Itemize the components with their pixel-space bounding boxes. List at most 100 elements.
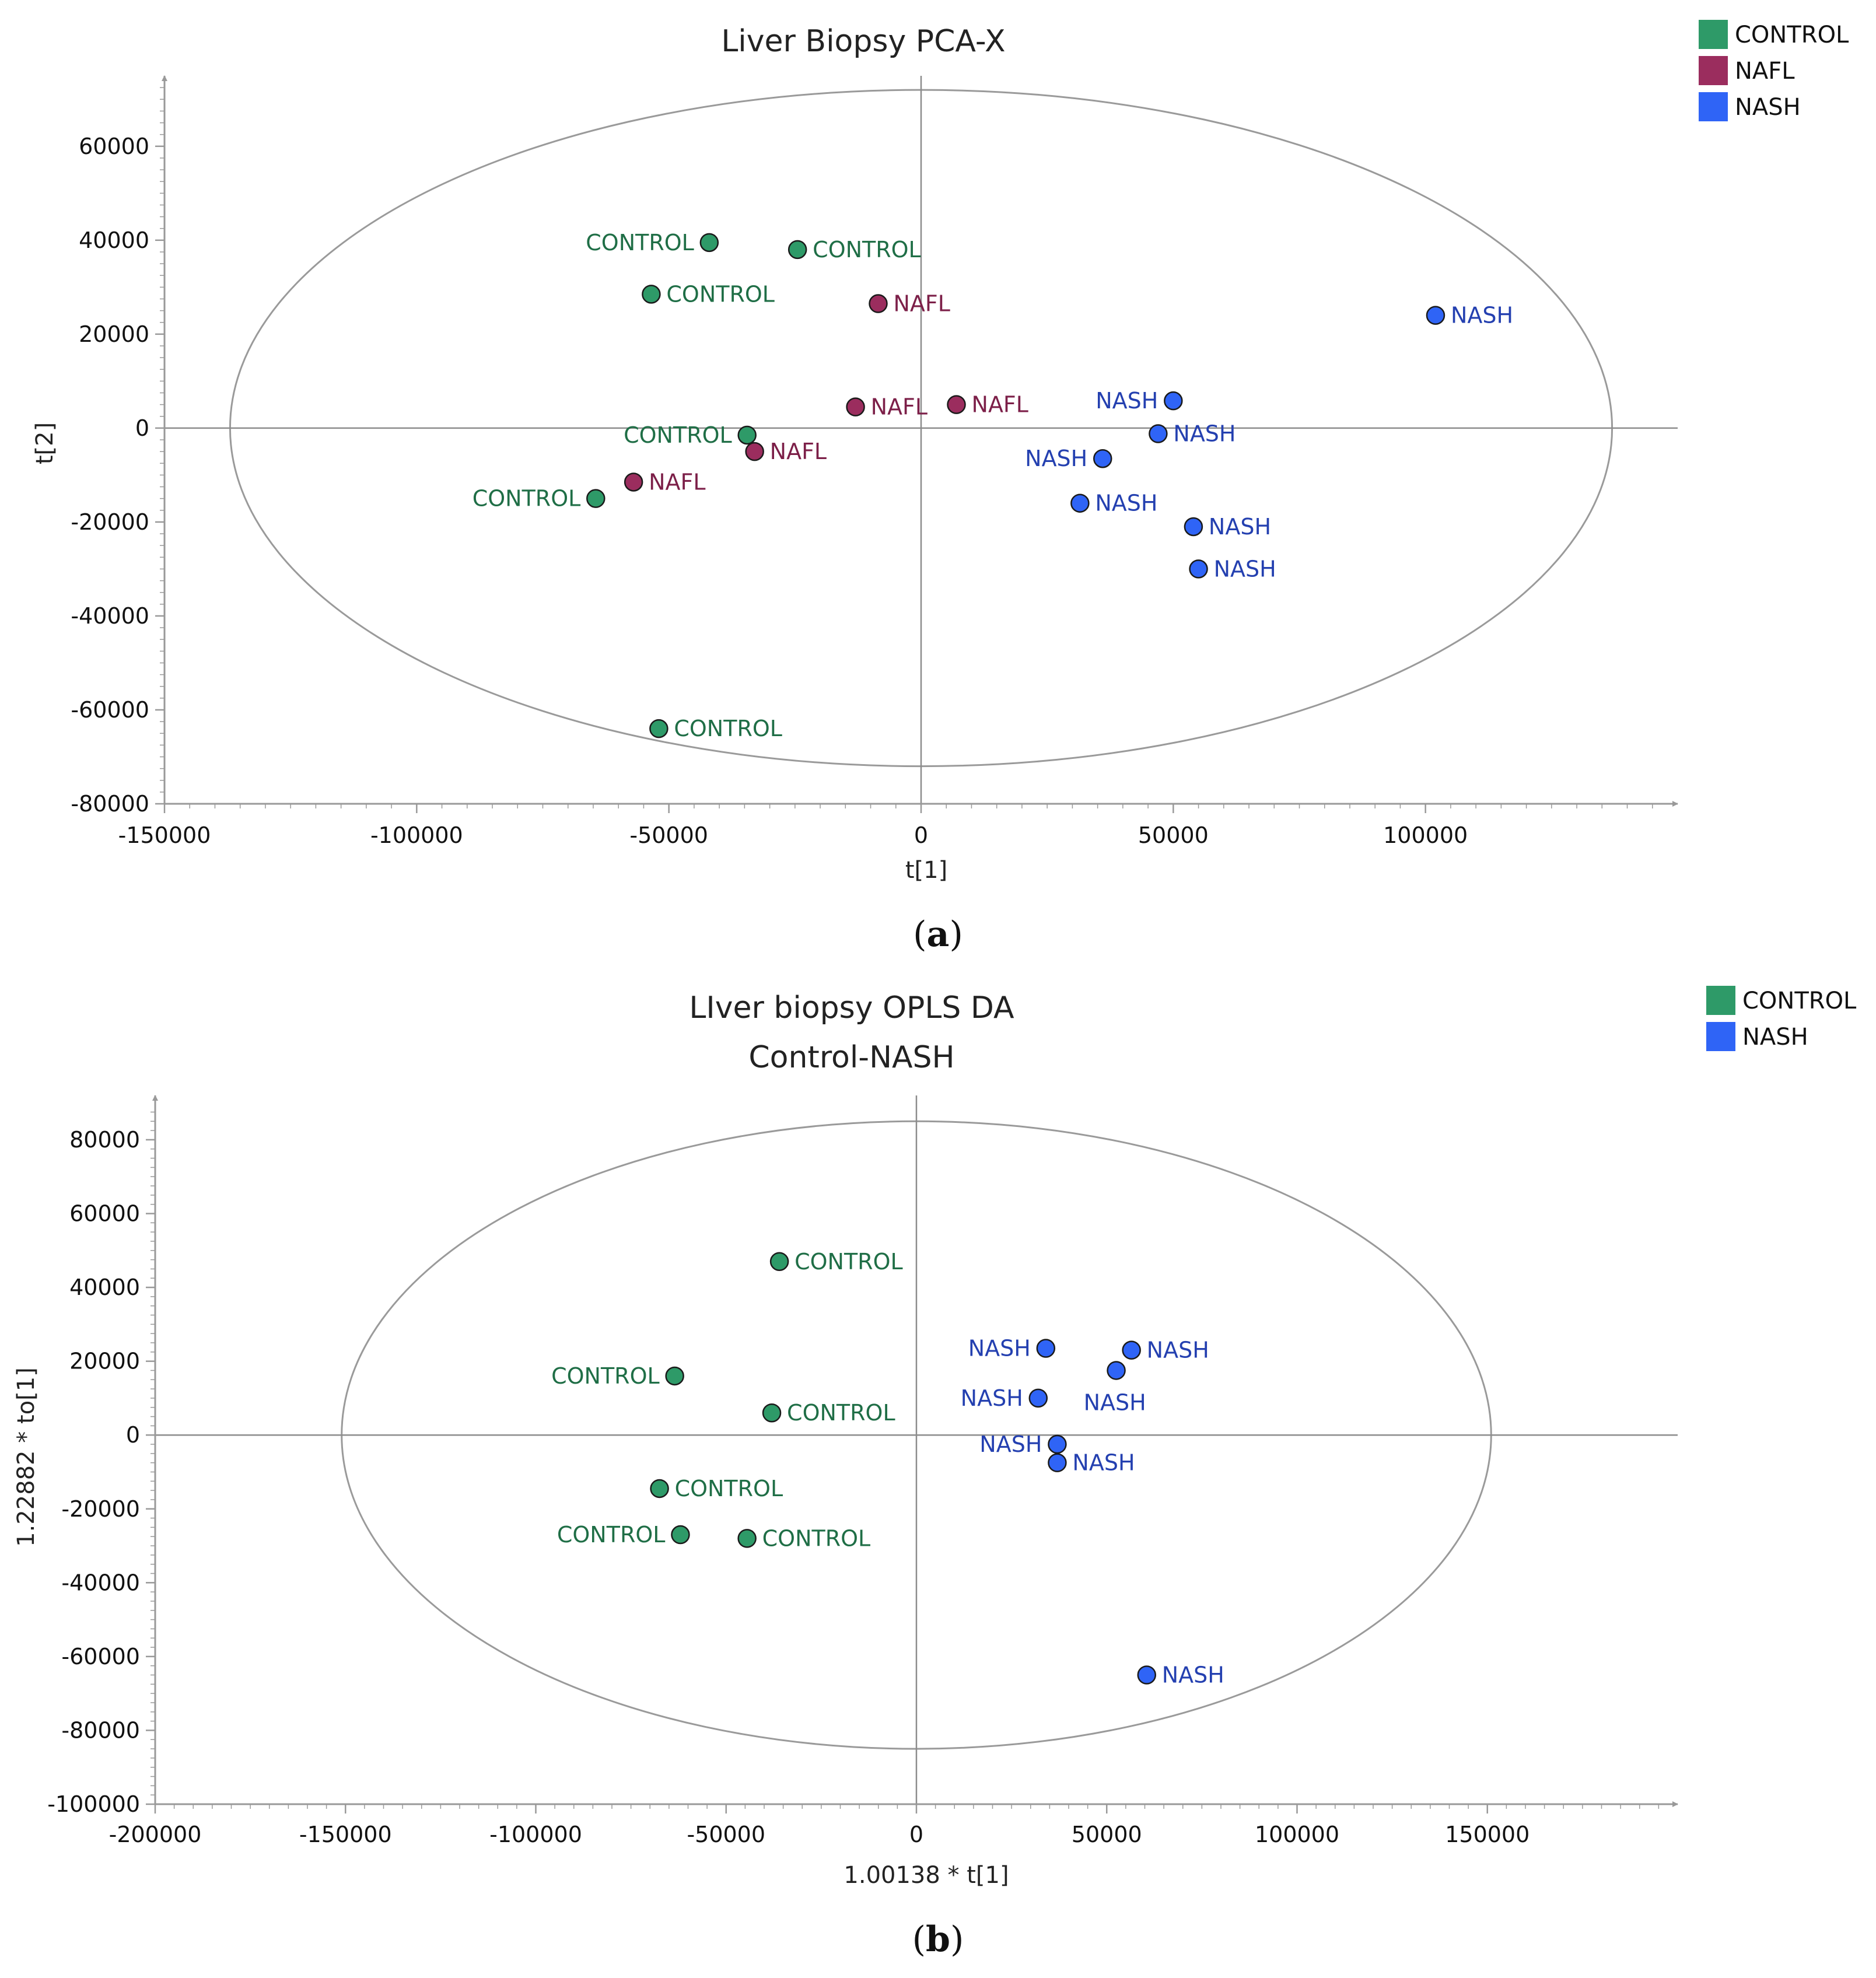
panel-b-point-nash (1137, 1665, 1157, 1685)
panel-b-point-label-control: CONTROL (787, 1400, 895, 1426)
panel-b-y-axis-title: 1.22882 * to[1] (13, 1367, 40, 1547)
panel-b-point-nash (1036, 1339, 1056, 1358)
panel-b-point-control (665, 1366, 684, 1386)
panel-b-point-control (762, 1403, 782, 1423)
panel-a-point-label-nafl: NAFL (770, 439, 827, 464)
panel-a-point-label-nash: NASH (1096, 388, 1158, 414)
panel-a-y-tick-label: -20000 (71, 509, 149, 535)
panel-a-point-label-nash: NASH (1095, 491, 1157, 516)
panel-a-point-nash (1189, 559, 1208, 579)
panel-b-point-label-nash: NASH (1162, 1662, 1224, 1688)
panel-a-legend-swatch (1699, 20, 1728, 49)
panel-b-point-nash (1122, 1340, 1141, 1360)
panel-b-x-tick-label: 100000 (1255, 1822, 1339, 1847)
panel-b-y-tick-label: -20000 (61, 1496, 140, 1522)
panel-a-y-tick-label: 20000 (79, 321, 149, 347)
panel-a-legend-swatch (1699, 92, 1728, 121)
panel-a-point-control (586, 489, 606, 508)
panel-b-legend-swatch (1706, 1022, 1735, 1051)
panel-a-x-axis-title: t[1] (905, 857, 947, 884)
panel-b-y-tick-label: -60000 (61, 1644, 140, 1669)
panel-b-point-label-nash: NASH (1147, 1338, 1209, 1363)
panel-b-point-label-control: CONTROL (794, 1249, 903, 1275)
panel-a-point-control (737, 425, 757, 445)
panel-a-y-tick-label: -40000 (71, 603, 149, 629)
panel-a-point-label-nafl: NAFL (871, 394, 928, 420)
panel-a-point-label-nash: NASH (1173, 421, 1236, 447)
panel-b-point-label-nash: NASH (968, 1335, 1031, 1361)
panel-b-x-tick-label: -100000 (489, 1822, 582, 1847)
panel-a-point-label-control: CONTROL (473, 486, 581, 512)
panel-a-y-tick-label: 60000 (79, 134, 149, 159)
panel-b-point-label-nash: NASH (1084, 1389, 1146, 1415)
panel-b-y-tick-label: 40000 (69, 1275, 140, 1300)
panel-a-point-control (699, 233, 719, 253)
panel-a-y-tick-label: -60000 (71, 697, 149, 723)
panel-b-legend-label: CONTROL (1742, 988, 1857, 1014)
panel-b-x-tick-label: -150000 (299, 1822, 392, 1847)
panel-a-point-label-nash: NASH (1451, 303, 1513, 328)
panel-b-x-axis-title: 1.00138 * t[1] (844, 1862, 1009, 1889)
panel-a-point-control (649, 719, 668, 738)
panel-a-plot: -150000 -100000 -50000 0 50000 100000 -80000 -6… (71, 75, 1678, 848)
panel-a-point-label-control: CONTROL (586, 230, 694, 255)
panel-b-point-label-control: CONTROL (675, 1476, 783, 1501)
panel-b-plot: -200000 -150000 -100000 -50000 0 50000 100000 1… (47, 1095, 1678, 1847)
panel-a-legend-label: CONTROL (1735, 22, 1849, 48)
panel-a-point-label-nash: NASH (1209, 514, 1271, 540)
panel-b-point-label-control: CONTROL (551, 1363, 660, 1389)
panel-b-y-tick-label: -100000 (47, 1791, 140, 1817)
panel-b-y-tick-label: 20000 (69, 1349, 140, 1374)
panel-a-point-label-control: CONTROL (666, 281, 775, 307)
panel-a-point-label-nafl: NAFL (649, 469, 705, 495)
panel-a-x-tick-label: 100000 (1383, 822, 1468, 848)
panel-a-y-tick-label: 40000 (79, 227, 149, 253)
panel-b-legend-swatch (1706, 986, 1735, 1015)
panel-a-point-label-nafl: NAFL (972, 392, 1028, 418)
panel-a-point-nafl (624, 472, 643, 492)
panel-b-point-label-control: CONTROL (762, 1525, 871, 1551)
panel-b-point-label-control: CONTROL (557, 1522, 666, 1548)
panel-b-point-nash (1107, 1361, 1126, 1380)
panel-b-x-tick-label: -50000 (687, 1822, 765, 1847)
panel-a-caption: (a) (913, 914, 963, 955)
panel-a-chart: Liver Biopsy PCA-X CONTROL NAFL NASH -1500… (32, 20, 1849, 955)
panel-b-point-label-nash: NASH (1072, 1450, 1135, 1476)
panel-a-point-nafl (745, 442, 764, 461)
panel-b-point-nash (1028, 1388, 1048, 1408)
panel-a-y-axis-title: t[2] (32, 422, 58, 464)
panel-a-point-control (788, 240, 807, 260)
panel-b-chart: LIver biopsy OPLS DA Control-NASH CONTROL… (13, 986, 1857, 1960)
panel-b-x-tick-label: 0 (909, 1822, 923, 1847)
panel-a-y-tick-label: 0 (135, 415, 149, 441)
panel-b-y-tick-label: 0 (126, 1422, 140, 1448)
panel-a-point-label-nafl: NAFL (894, 291, 950, 317)
panel-b-point-nash (1048, 1434, 1067, 1454)
panel-b-point-label-nash: NASH (979, 1431, 1042, 1457)
panel-a-point-nash (1426, 306, 1446, 325)
panel-b-point-control (769, 1252, 789, 1272)
panel-b-title-line: LIver biopsy OPLS DA (689, 990, 1014, 1025)
panel-b-legend: CONTROL NASH (1706, 986, 1857, 1051)
panel-b-legend-label: NASH (1742, 1024, 1808, 1051)
panel-a-point-nafl (846, 397, 865, 416)
panel-a-legend-label: NASH (1735, 94, 1801, 121)
panel-b-y-tick-label: -80000 (61, 1717, 140, 1743)
panel-a-title: Liver Biopsy PCA-X (721, 24, 1005, 59)
panel-b-y-tick-label: 80000 (69, 1127, 140, 1153)
panel-a-point-nash (1164, 391, 1183, 411)
panel-b-title: LIver biopsy OPLS DA Control-NASH (689, 990, 1014, 1075)
panel-a-point-label-control: CONTROL (624, 422, 732, 448)
panel-a-point-nafl (869, 294, 888, 313)
panel-a-title-line: Liver Biopsy PCA-X (721, 24, 1005, 59)
panel-a-point-nafl (947, 395, 966, 414)
panel-a-x-tick-label: -50000 (629, 822, 708, 848)
panel-b-y-tick-label: 60000 (69, 1201, 140, 1227)
panel-b-x-tick-label: 50000 (1072, 1822, 1142, 1847)
panel-b-caption: (b) (912, 1919, 964, 1960)
panel-a-point-nash (1184, 517, 1203, 537)
panel-b-x-tick-label: -200000 (109, 1822, 202, 1847)
panel-a-legend-label: NAFL (1735, 58, 1795, 85)
panel-a-x-tick-label: 50000 (1138, 822, 1209, 848)
